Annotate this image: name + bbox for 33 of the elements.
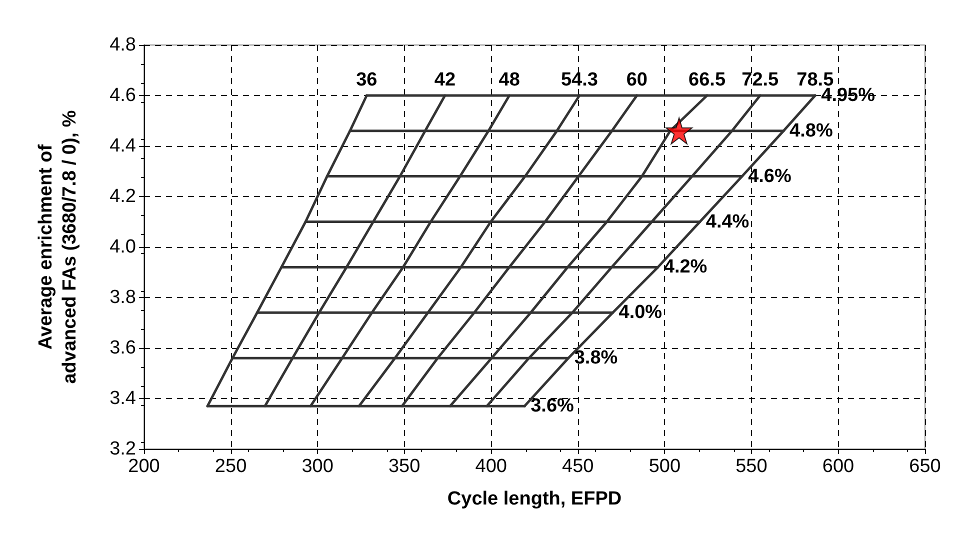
y-tick-label: 4.4 (110, 136, 136, 156)
series-label: 54.3 (560, 70, 598, 90)
series-label: 4.0% (618, 302, 662, 324)
y-tick-label: 4.8 (110, 34, 136, 56)
series-label: 3.6% (530, 396, 574, 417)
y-tick-label: 3.8 (110, 287, 136, 308)
series-label: 4.2% (664, 256, 708, 278)
x-tick-label: 400 (475, 456, 507, 477)
x-tick-label: 500 (648, 456, 681, 477)
series-label: 36 (356, 70, 378, 90)
series-label: 4.6% (748, 166, 792, 187)
y-tick-label: 4.0 (110, 236, 136, 258)
x-axis-title: Cycle length, EFPD (447, 488, 622, 510)
series-label: 60 (626, 70, 648, 90)
y-tick-label: 4.6 (110, 85, 136, 106)
x-tick-label: 350 (388, 456, 420, 477)
y-axis-title: Average enrichment of advanced FAs (3680/7.8 / 0), % (36, 110, 80, 384)
x-tick-label: 650 (909, 456, 941, 477)
series-label: 3.8% (574, 348, 618, 369)
x-tick-label: 300 (302, 456, 334, 477)
x-tick-label: 250 (214, 456, 247, 477)
series-label: 4.4% (706, 211, 750, 232)
y-tick-label: 4.2 (110, 186, 136, 207)
series-label: 4.8% (790, 120, 833, 142)
x-tick-label: 600 (822, 456, 854, 477)
x-tick-label: 450 (562, 456, 594, 477)
y-tick-label: 3.6 (110, 338, 136, 358)
series-label: 72.5 (742, 70, 780, 90)
y-tick-label: 3.4 (110, 388, 136, 409)
x-tick-label: 550 (736, 456, 768, 477)
series-label: 66.5 (688, 70, 726, 90)
series-label: 42 (434, 70, 456, 90)
series-label: 48 (498, 70, 520, 90)
